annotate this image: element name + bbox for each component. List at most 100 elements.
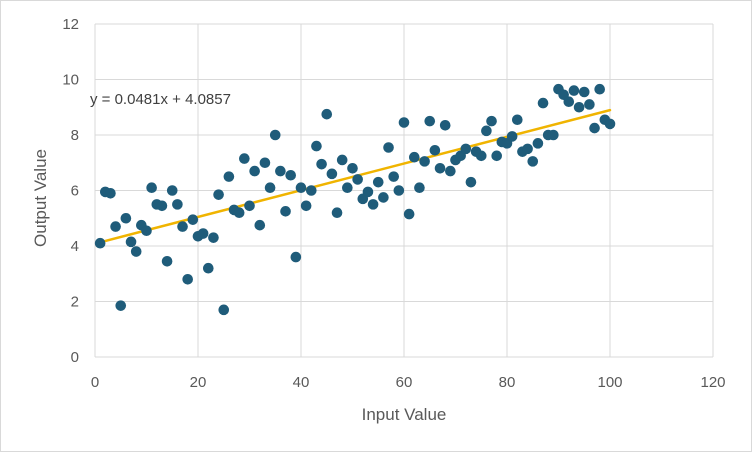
data-point	[372, 176, 384, 188]
data-point	[512, 114, 523, 126]
x-tick-label: 40	[293, 374, 310, 391]
data-point	[120, 212, 132, 224]
x-tick-label: 100	[597, 374, 622, 391]
data-point	[532, 138, 544, 149]
data-point	[182, 274, 193, 285]
data-point	[300, 200, 312, 212]
data-point	[213, 189, 224, 200]
data-point	[548, 129, 559, 141]
data-point	[424, 115, 436, 127]
data-point	[326, 168, 338, 180]
data-point	[259, 157, 271, 169]
data-point	[522, 143, 533, 155]
data-point	[244, 200, 255, 212]
data-point	[275, 165, 286, 177]
data-point	[445, 165, 456, 177]
data-point	[177, 221, 188, 232]
data-point	[321, 108, 333, 120]
x-tick-label: 0	[91, 374, 99, 391]
data-point	[481, 125, 492, 137]
data-point	[187, 214, 199, 225]
y-tick-label: 8	[71, 127, 79, 144]
data-point	[419, 156, 430, 167]
data-point	[316, 158, 327, 170]
data-point	[264, 182, 276, 194]
data-point	[105, 187, 116, 199]
data-point	[269, 129, 281, 141]
data-point	[311, 140, 322, 152]
data-point	[161, 255, 173, 267]
data-point	[398, 117, 410, 128]
data-point	[110, 221, 121, 232]
data-point	[563, 96, 575, 107]
y-tick-label: 10	[62, 72, 79, 89]
data-point	[336, 154, 348, 166]
x-tick-label: 120	[700, 374, 725, 391]
data-point	[475, 150, 487, 162]
data-point	[218, 304, 230, 316]
x-tick-label: 20	[190, 374, 207, 391]
data-point	[486, 115, 497, 127]
tick-labels: 0 20 40 60 80 100 120 0 2 4 6 8 10 12	[62, 16, 725, 391]
data-point	[506, 131, 518, 142]
data-point	[362, 186, 374, 198]
data-point	[290, 251, 302, 263]
data-point	[306, 185, 317, 196]
data-point	[434, 163, 446, 174]
data-point	[166, 185, 178, 196]
data-point	[527, 156, 539, 167]
data-point	[172, 199, 183, 210]
data-point	[331, 207, 343, 218]
data-point	[94, 237, 106, 249]
data-point	[285, 169, 297, 181]
data-point	[388, 171, 400, 182]
data-point	[239, 153, 250, 164]
data-point	[141, 225, 152, 237]
data-point	[295, 182, 307, 194]
x-tick-label: 80	[499, 374, 516, 391]
y-tick-label: 12	[62, 16, 79, 33]
data-points	[94, 83, 616, 316]
data-point	[367, 199, 379, 210]
data-point	[280, 206, 291, 217]
data-point	[249, 165, 260, 177]
data-point	[414, 182, 425, 194]
data-point	[537, 97, 549, 109]
data-point	[146, 182, 157, 194]
data-point	[352, 174, 363, 185]
x-tick-label: 60	[396, 374, 413, 391]
x-axis-title: Input Value	[362, 405, 447, 424]
data-point	[573, 101, 585, 113]
data-point	[589, 122, 600, 134]
trendline-equation: y = 0.0481x + 4.0857	[90, 91, 231, 108]
data-point	[342, 182, 353, 194]
data-point	[197, 228, 209, 239]
data-point	[393, 185, 405, 196]
y-tick-label: 0	[71, 349, 79, 366]
data-point	[130, 246, 142, 257]
data-point	[403, 208, 415, 220]
data-point	[383, 142, 394, 153]
y-tick-label: 6	[71, 183, 79, 200]
data-point	[223, 171, 235, 182]
data-point	[491, 150, 503, 162]
data-point	[465, 176, 477, 188]
y-tick-label: 4	[71, 238, 79, 255]
y-axis-title: Output Value	[31, 149, 50, 247]
data-point	[460, 143, 472, 155]
data-point	[203, 262, 214, 274]
data-point	[604, 118, 616, 130]
data-point	[208, 232, 219, 243]
data-point	[156, 200, 168, 212]
data-point	[233, 207, 245, 218]
data-point	[347, 163, 358, 174]
data-point	[578, 86, 590, 98]
data-point	[115, 300, 127, 311]
data-point	[378, 192, 389, 203]
data-point	[254, 219, 266, 231]
data-point	[594, 83, 605, 95]
data-point	[125, 236, 137, 248]
gridlines	[94, 23, 714, 358]
